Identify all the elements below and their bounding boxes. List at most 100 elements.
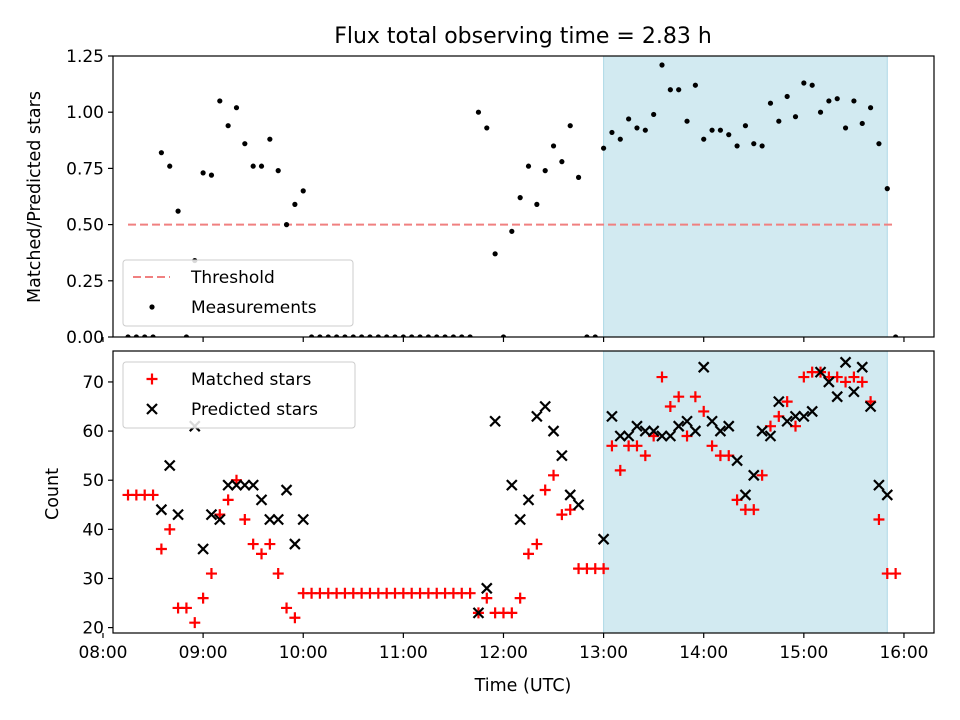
bottom-plus-point — [856, 376, 868, 388]
top-dot-point — [826, 98, 832, 104]
top-dot-point — [308, 334, 315, 337]
top-ytick-label: 1.00 — [66, 103, 104, 123]
bottom-x-point — [823, 376, 835, 388]
bottom-plus-point — [264, 538, 276, 550]
top-dot-point — [350, 334, 356, 337]
bottom-plus-point — [281, 602, 293, 614]
bottom-ytick-label: 70 — [82, 373, 104, 393]
top-dot-point — [667, 87, 673, 93]
top-dot-point — [842, 125, 849, 131]
top-plot-area — [125, 56, 899, 337]
top-dot-point — [392, 334, 398, 337]
top-ytick-label: 1.25 — [66, 47, 104, 67]
bottom-x-point — [656, 430, 668, 442]
top-dot-point — [525, 163, 532, 169]
top-dot-point — [475, 109, 482, 115]
top-dot-point — [275, 168, 281, 174]
top-dot-point — [125, 334, 131, 337]
top-dot-point — [575, 174, 582, 180]
bottom-x-point — [163, 459, 176, 472]
top-dot-point — [709, 127, 715, 133]
bottom-x-point — [856, 361, 869, 373]
top-dot-point — [292, 201, 298, 207]
bottom-legend-label: Matched stars — [191, 370, 311, 390]
bottom-x-point — [806, 405, 818, 418]
bottom-x-point — [289, 538, 301, 550]
bottom-plus-point — [247, 538, 259, 550]
bottom-x-point — [522, 494, 535, 506]
top-dot-point — [776, 118, 782, 124]
top-dot-point — [550, 143, 557, 149]
bottom-plus-point — [890, 568, 902, 580]
bottom-x-point — [873, 479, 885, 491]
bottom-x-point — [722, 420, 735, 432]
bottom-x-point — [647, 425, 660, 437]
top-dot-point — [893, 334, 899, 337]
bottom-x-point — [731, 454, 743, 467]
bottom-plus-point — [840, 376, 852, 388]
top-dot-point — [684, 118, 690, 124]
bottom-legend: Matched stars Predicted stars — [122, 361, 356, 429]
bottom-x-point — [155, 503, 168, 516]
bottom-x-point — [547, 425, 560, 437]
bottom-xtick-label: 13:00 — [579, 643, 628, 663]
bottom-plus-point — [748, 504, 760, 516]
top-ytick-label: 0.00 — [66, 328, 104, 348]
bottom-x-point — [247, 479, 259, 491]
top-ytick-label: 0.25 — [66, 272, 104, 292]
bottom-xtick-label: 09:00 — [179, 643, 228, 663]
bottom-x-point — [222, 479, 234, 491]
bottom-ytick-label: 40 — [82, 520, 104, 540]
bottom-x-point — [622, 430, 635, 442]
top-dot-point — [367, 334, 373, 337]
top-dot-point — [692, 82, 698, 88]
top-ytick-label: 0.75 — [66, 159, 104, 179]
bottom-plus-point — [698, 405, 710, 417]
top-dot-point — [734, 143, 740, 149]
chart-title: Flux total observing time = 2.83 h — [334, 24, 712, 49]
bottom-plus-point — [556, 509, 568, 521]
bottom-legend-box — [122, 361, 356, 429]
bottom-plus-point — [781, 396, 793, 408]
top-dot-point — [425, 334, 431, 337]
bottom-x-point — [681, 415, 693, 428]
top-dot-point — [384, 334, 390, 337]
top-dot-point — [676, 87, 682, 93]
bottom-plus-point — [197, 592, 209, 604]
top-dot-point — [634, 125, 640, 131]
bottom-plus-point — [164, 523, 176, 535]
top-dot-point — [500, 334, 507, 337]
top-dot-point — [884, 186, 890, 192]
bottom-x-point — [672, 420, 685, 432]
bottom-plus-point — [239, 514, 251, 526]
bottom-plus-point — [514, 592, 526, 604]
bottom-plus-point — [523, 548, 535, 560]
top-legend-box — [122, 259, 354, 327]
bottom-ytick-label: 30 — [82, 569, 104, 589]
top-legend: Threshold Measurements — [122, 259, 354, 327]
top-dot-point — [467, 334, 473, 337]
top-dot-point — [509, 228, 515, 234]
top-dot-point — [484, 125, 490, 131]
top-dot-point — [334, 334, 340, 337]
top-dot-point — [751, 141, 757, 147]
bottom-x-point — [556, 449, 568, 462]
bottom-legend-marker-swatch — [146, 403, 158, 415]
bottom-plus-point — [481, 592, 493, 604]
top-legend-label: Threshold — [190, 268, 275, 288]
top-dot-point — [142, 334, 148, 337]
top-dot-point — [767, 100, 774, 106]
top-dot-point — [859, 120, 865, 127]
bottom-x-point — [839, 356, 852, 369]
bottom-x-point — [748, 469, 760, 482]
top-dot-point — [792, 114, 799, 120]
bottom-highlight-span — [603, 351, 888, 633]
top-dot-point — [626, 116, 632, 122]
top-dot-point — [701, 136, 707, 142]
bottom-xlabel: Time (UTC) — [474, 676, 572, 696]
top-dot-point — [300, 188, 306, 194]
bottom-plus-point — [539, 484, 551, 496]
top-legend-marker-swatch — [149, 304, 155, 310]
bottom-x-point — [714, 425, 727, 437]
bottom-x-point — [272, 513, 284, 526]
